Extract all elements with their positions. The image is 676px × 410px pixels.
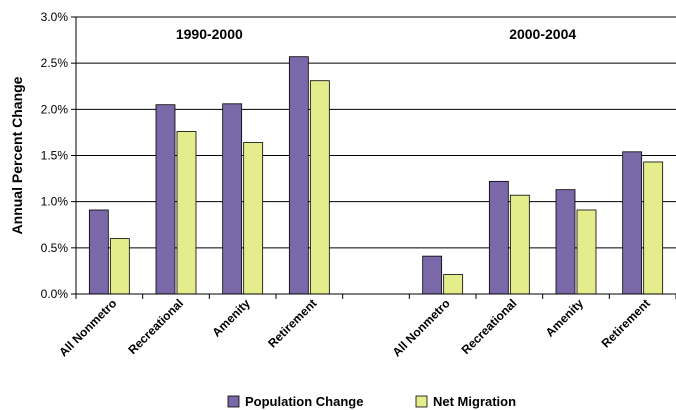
category-label: All Nonmetro bbox=[56, 296, 119, 359]
category-label: Retirement bbox=[599, 296, 653, 350]
y-tick-label: 0.5% bbox=[41, 241, 69, 255]
y-tick-label: 3.0% bbox=[41, 10, 69, 24]
bar-population-change bbox=[488, 180, 509, 295]
bar-net-migration bbox=[576, 209, 597, 295]
bar-net-migration bbox=[243, 142, 264, 295]
bar-population-change bbox=[622, 151, 643, 295]
bar-net-migration bbox=[509, 194, 530, 295]
bar-net-migration bbox=[443, 274, 464, 295]
bar-population-change bbox=[155, 104, 176, 295]
y-axis-label: Annual Percent Change bbox=[9, 76, 25, 234]
bar-net-migration bbox=[109, 238, 130, 295]
category-label: Amenity bbox=[543, 296, 587, 340]
category-label: Amenity bbox=[209, 296, 253, 340]
period-label: 1990-2000 bbox=[176, 26, 243, 42]
category-labels: All Nonmetro Recreational Amenity Retiremen… bbox=[56, 296, 653, 359]
axes bbox=[75, 17, 676, 299]
y-tick-label: 1.0% bbox=[41, 195, 69, 209]
bar-population-change bbox=[422, 255, 443, 295]
y-tick-label: 2.0% bbox=[41, 102, 69, 116]
y-tick-label: 2.5% bbox=[41, 56, 69, 70]
y-axis-ticks: 0.0% 0.5% 1.0% 1.5% 2.0% 2.5% 3.0% bbox=[41, 10, 76, 301]
period-label: 2000-2004 bbox=[509, 26, 576, 42]
y-tick-label: 1.5% bbox=[41, 149, 69, 163]
bar-net-migration bbox=[176, 131, 197, 295]
bar-net-migration bbox=[643, 161, 664, 295]
bars bbox=[88, 56, 664, 295]
category-label: Recreational bbox=[459, 296, 520, 357]
category-label: Retirement bbox=[265, 296, 319, 350]
bar-population-change bbox=[222, 103, 243, 295]
y-tick-label: 0.0% bbox=[41, 287, 69, 301]
legend-swatch bbox=[415, 395, 428, 408]
category-label: Recreational bbox=[125, 296, 186, 357]
legend: Population Change Net Migration bbox=[227, 394, 516, 409]
bar-net-migration bbox=[309, 80, 330, 295]
category-label: All Nonmetro bbox=[390, 296, 453, 359]
period-labels: 1990-2000 2000-2004 bbox=[176, 26, 576, 42]
grid-lines bbox=[76, 16, 676, 295]
legend-swatch bbox=[227, 395, 240, 408]
bar-population-change bbox=[88, 209, 109, 295]
bar-population-change bbox=[288, 56, 309, 295]
bar-population-change bbox=[555, 189, 576, 295]
legend-label: Population Change bbox=[245, 394, 363, 409]
legend-label: Net Migration bbox=[433, 394, 516, 409]
